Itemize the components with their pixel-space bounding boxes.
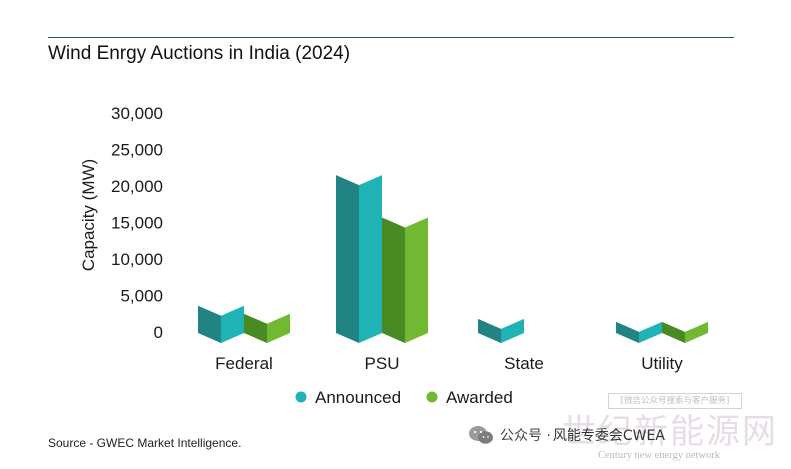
legend-marker (295, 391, 307, 403)
watermark-title: 世纪新能源网 (562, 412, 778, 452)
legend-label: Awarded (446, 388, 513, 407)
y-tick-label: 20,000 (111, 177, 163, 196)
x-tick-label: State (504, 354, 544, 373)
y-tick-label: 5,000 (120, 287, 163, 306)
y-tick-label: 15,000 (111, 214, 163, 233)
title-rule (48, 37, 734, 38)
watermark-publisher-prefix: 公众号 · (500, 428, 551, 444)
bar (616, 321, 662, 343)
y-tick-label: 25,000 (111, 141, 163, 160)
bar (244, 313, 290, 343)
watermark-box: [微信公众号搜索与客户服务] (608, 393, 742, 409)
y-tick-label: 10,000 (111, 250, 163, 269)
bar (382, 217, 428, 343)
wechat-icon (469, 426, 493, 444)
x-tick-label: Federal (215, 354, 273, 373)
watermark-publisher: 公众号 · 风能专委会CWEA (468, 425, 665, 445)
x-axis-ticks: Federal PSU State Utility (215, 354, 683, 373)
chart-title: Wind Enrgy Auctions in India (2024) (48, 43, 351, 64)
bar (198, 305, 244, 343)
y-axis-ticks: 30,000 25,000 20,000 15,000 10,000 5,000 0 (111, 104, 163, 342)
watermark-publisher-name: 风能专委会CWEA (552, 428, 665, 444)
watermark-subtitle: Century new energy network (598, 450, 720, 461)
legend-label: Announced (315, 388, 401, 407)
bar (336, 175, 382, 343)
source-note: Source - GWEC Market Intelligence. (48, 436, 242, 450)
bars (198, 175, 708, 343)
y-axis-label: Capacity (MW) (79, 159, 98, 271)
x-tick-label: Utility (641, 354, 683, 373)
legend: Announced Awarded (295, 388, 513, 407)
x-tick-label: PSU (365, 354, 400, 373)
bar (478, 318, 524, 343)
bar (662, 321, 708, 343)
y-tick-label: 0 (154, 323, 163, 342)
y-tick-label: 30,000 (111, 104, 163, 123)
legend-marker (426, 391, 438, 403)
